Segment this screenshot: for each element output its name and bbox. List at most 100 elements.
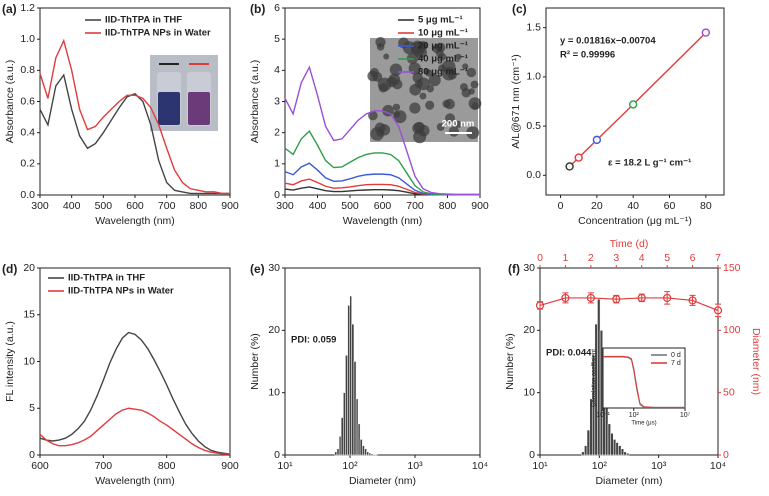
x-tick-label: 10² [629,412,640,419]
diameter-line [539,297,719,311]
x2-tick-label: 0 [537,252,543,264]
histogram-bar [355,398,359,456]
diameter-point [586,293,595,303]
tem-particle [466,126,480,140]
tem-particle [423,68,430,75]
y-axis-label: Number (%) [504,333,516,390]
inset-background [603,348,685,408]
histogram-bar [613,439,617,456]
x-axis-label: Wavelength (nm) [95,475,175,487]
x-tick-label: 900 [471,200,489,212]
x-tick-label: 10⁴ [710,460,726,472]
histogram-bar [362,445,365,456]
y-tick-label: 0.4 [20,126,35,138]
diameter-point [713,306,723,315]
y-tick-label: 5 [274,33,280,45]
tem-particle [445,113,456,124]
annotation: ε = 18.2 L g⁻¹ cm⁻¹ [608,158,691,169]
x2-tick-label: 1 [563,252,569,264]
series-line [39,73,230,195]
x-tick-label: 600 [31,460,49,472]
y-tick-label: 2 [274,126,280,138]
y-tick-label: 10 [523,386,535,398]
histogram-bar [366,451,369,456]
tem-particle [471,102,479,110]
y-tick-label: 15 [23,309,35,321]
x2-tick-label: 7 [715,252,721,264]
tem-particle [462,63,469,70]
y-tick-label: 5 [29,402,35,414]
tem-image [367,36,482,144]
tem-particle [393,110,407,124]
histogram-bar [623,451,627,456]
y-tick-label: 30 [523,262,535,274]
x2-tick-label: 2 [588,252,594,264]
panel-label: (a) [2,2,17,16]
legend-label: 20 μg mL⁻¹ [418,41,468,52]
x-tick-label: 10³ [651,460,667,472]
x-tick-label: 60 [664,200,676,212]
y-axis-label: Correlation coefficient [592,349,598,407]
x-tick-label: 80 [700,200,712,212]
histogram-bar [334,451,338,456]
y-tick-label: 1.5 [526,21,541,33]
histogram-bar [349,295,352,456]
x-tick-label: 20 [591,200,603,212]
histogram-bar [338,436,342,456]
annotation: R² = 0.99996 [560,50,615,61]
tem-particle [442,67,456,81]
tem-particle [376,43,385,51]
histogram-bar [607,423,611,456]
diameter-point [663,293,672,303]
x-tick-label: 10² [342,460,358,472]
histogram-bar [345,355,348,456]
histogram-bar [615,442,619,456]
y-axis-label: Number (%) [249,333,261,390]
y-tick-label: 4 [274,64,280,76]
legend-label: 80 μg mL⁻¹ [418,67,468,78]
tem-particle [392,103,401,111]
x-axis-label: Wavelength (nm) [95,215,175,227]
diameter-point [561,293,570,303]
legend-label: 40 μg mL⁻¹ [418,54,468,65]
y-axis-label: Absorbance (a.u.) [249,60,261,143]
legend-label: IID-ThTPA in THF [105,15,182,26]
y-tick-label: 10 [268,386,280,398]
tem-particle [466,67,477,78]
plot-frame [284,267,481,456]
x-tick-label: 10⁷ [680,412,691,419]
histogram-bar [618,445,622,456]
x-tick-label: 10⁻¹ [596,412,610,419]
y-tick-label: 0.0 [20,189,35,201]
data-point [565,162,574,171]
x-tick-label: 10¹ [532,460,548,472]
y-tick-label: 20 [23,262,35,274]
series-line [39,38,230,195]
y-tick-label: 1.0 [526,71,541,83]
plot-frame [284,7,481,196]
x-axis-label: Wavelength (nm) [343,215,423,227]
annotation: y = 0.01816x−0.00704 [560,36,656,47]
tem-particle [412,122,425,135]
tem-particle [461,88,471,98]
y-tick-label: 1.0 [20,33,35,45]
histogram-bar [584,445,588,456]
tem-particle [378,83,388,93]
histogram-bar [368,452,372,456]
scale-bar-label: 200 nm [442,119,475,130]
y-tick-label: 6 [274,2,280,14]
x2-tick-label: 3 [613,252,619,264]
histogram-bar [359,439,363,456]
histogram-bar [353,361,357,456]
histogram-bar [597,298,601,456]
histogram-bar [610,432,614,456]
histogram-bar [586,429,591,456]
annotation: PDI: 0.044 [546,348,592,359]
x-tick-label: 10⁴ [472,460,488,472]
y-tick-label: 0 [29,449,35,461]
data-point [628,100,638,109]
tem-particle [419,92,427,100]
annotation: PDI: 0.059 [291,335,336,346]
plot-frame [39,267,231,456]
